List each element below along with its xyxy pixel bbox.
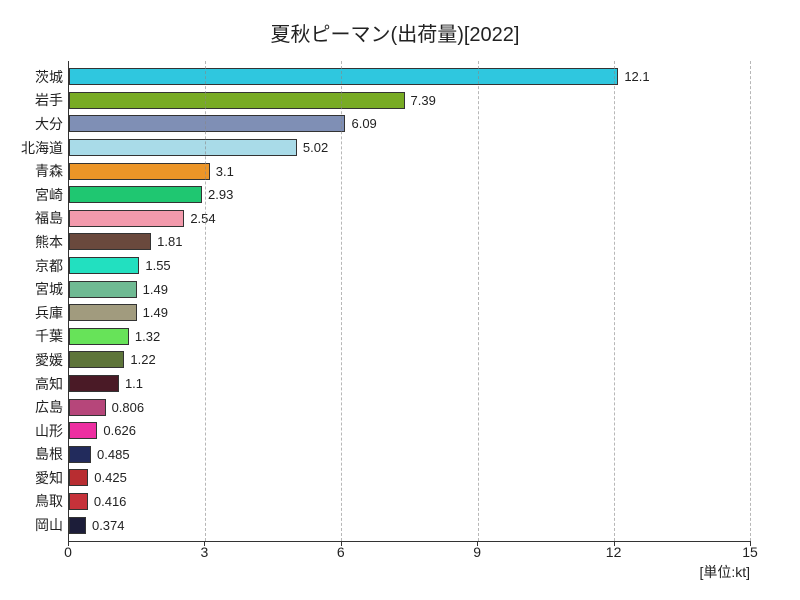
bar [69,304,137,321]
bar [69,92,405,109]
bar-value-label: 1.32 [135,329,160,344]
unit-label: [単位:kt] [10,562,750,582]
bar [69,422,97,439]
chart-container: 夏秋ピーマン(出荷量)[2022] 茨城12.1岩手7.39大分6.09北海道5… [0,0,800,600]
bar-category-label: 岩手 [9,90,69,110]
bar-value-label: 0.374 [92,518,125,533]
bar-value-label: 6.09 [351,116,376,131]
bar-category-label: 鳥取 [9,491,69,511]
bar-value-label: 0.626 [103,423,136,438]
plot-area: 茨城12.1岩手7.39大分6.09北海道5.02青森3.1宮崎2.93福島2.… [68,61,750,542]
bar-row: 宮崎2.93 [69,184,750,206]
bar-category-label: 広島 [9,397,69,417]
bar-row: 千葉1.32 [69,325,750,347]
bar-value-label: 5.02 [303,140,328,155]
bar-category-label: 島根 [9,444,69,464]
bar-value-label: 0.485 [97,447,130,462]
bar-category-label: 宮崎 [9,185,69,205]
x-tick-label: 3 [200,544,208,560]
bar-category-label: 北海道 [9,138,69,158]
bar-row: 岩手7.39 [69,89,750,111]
bar-category-label: 愛知 [9,468,69,488]
bar-category-label: 千葉 [9,326,69,346]
gridline [614,61,615,541]
bar-category-label: 京都 [9,256,69,276]
bar-category-label: 愛媛 [9,350,69,370]
bar-category-label: 大分 [9,114,69,134]
bar-category-label: 茨城 [9,67,69,87]
bar-value-label: 0.416 [94,494,127,509]
bar-value-label: 0.806 [112,400,145,415]
bar-row: 山形0.626 [69,420,750,442]
bar [69,493,88,510]
bar-row: 福島2.54 [69,207,750,229]
chart-title: 夏秋ピーマン(出荷量)[2022] [10,18,780,47]
bar [69,233,151,250]
bar-value-label: 1.81 [157,234,182,249]
bar [69,68,618,85]
x-axis-ticks: 03691215 [68,542,750,562]
bar [69,399,106,416]
bar-value-label: 3.1 [216,164,234,179]
bar-value-label: 7.39 [411,93,436,108]
bar-row: 高知1.1 [69,373,750,395]
bar [69,469,88,486]
x-tick-label: 0 [64,544,72,560]
bar-category-label: 福島 [9,208,69,228]
bar-value-label: 2.54 [190,211,215,226]
bar-value-label: 1.49 [143,305,168,320]
bar-category-label: 青森 [9,161,69,181]
x-tick-label: 9 [473,544,481,560]
bar-row: 愛媛1.22 [69,349,750,371]
bar [69,115,345,132]
gridline [750,61,751,541]
bar-category-label: 山形 [9,421,69,441]
gridline [478,61,479,541]
bar-row: 鳥取0.416 [69,490,750,512]
bar [69,351,124,368]
bar [69,375,119,392]
x-tick-label: 6 [337,544,345,560]
bar [69,257,139,274]
bar [69,210,184,227]
bar-row: 岡山0.374 [69,514,750,536]
x-tick-label: 15 [742,544,758,560]
bar-row: 兵庫1.49 [69,302,750,324]
bar-row: 熊本1.81 [69,231,750,253]
bar-category-label: 岡山 [9,515,69,535]
bars-group: 茨城12.1岩手7.39大分6.09北海道5.02青森3.1宮崎2.93福島2.… [69,65,750,537]
bar-row: 青森3.1 [69,160,750,182]
gridline [341,61,342,541]
bar [69,517,86,534]
x-tick-label: 12 [606,544,622,560]
bar-value-label: 12.1 [624,69,649,84]
bar-value-label: 1.49 [143,282,168,297]
bar-row: 愛知0.425 [69,467,750,489]
bar-row: 大分6.09 [69,113,750,135]
bar-value-label: 0.425 [94,470,127,485]
bar-row: 京都1.55 [69,255,750,277]
bar-row: 茨城12.1 [69,66,750,88]
bar-row: 宮城1.49 [69,278,750,300]
bar [69,281,137,298]
bar [69,139,297,156]
bar-row: 広島0.806 [69,396,750,418]
bar-value-label: 1.1 [125,376,143,391]
gridline [205,61,206,541]
bar-row: 島根0.485 [69,443,750,465]
bar-row: 北海道5.02 [69,137,750,159]
bar-value-label: 1.55 [145,258,170,273]
bar [69,186,202,203]
bar-category-label: 兵庫 [9,303,69,323]
bar-value-label: 1.22 [130,352,155,367]
bar [69,328,129,345]
bar [69,446,91,463]
bar-category-label: 熊本 [9,232,69,252]
bar-category-label: 宮城 [9,279,69,299]
bar-value-label: 2.93 [208,187,233,202]
bar-category-label: 高知 [9,374,69,394]
bar [69,163,210,180]
